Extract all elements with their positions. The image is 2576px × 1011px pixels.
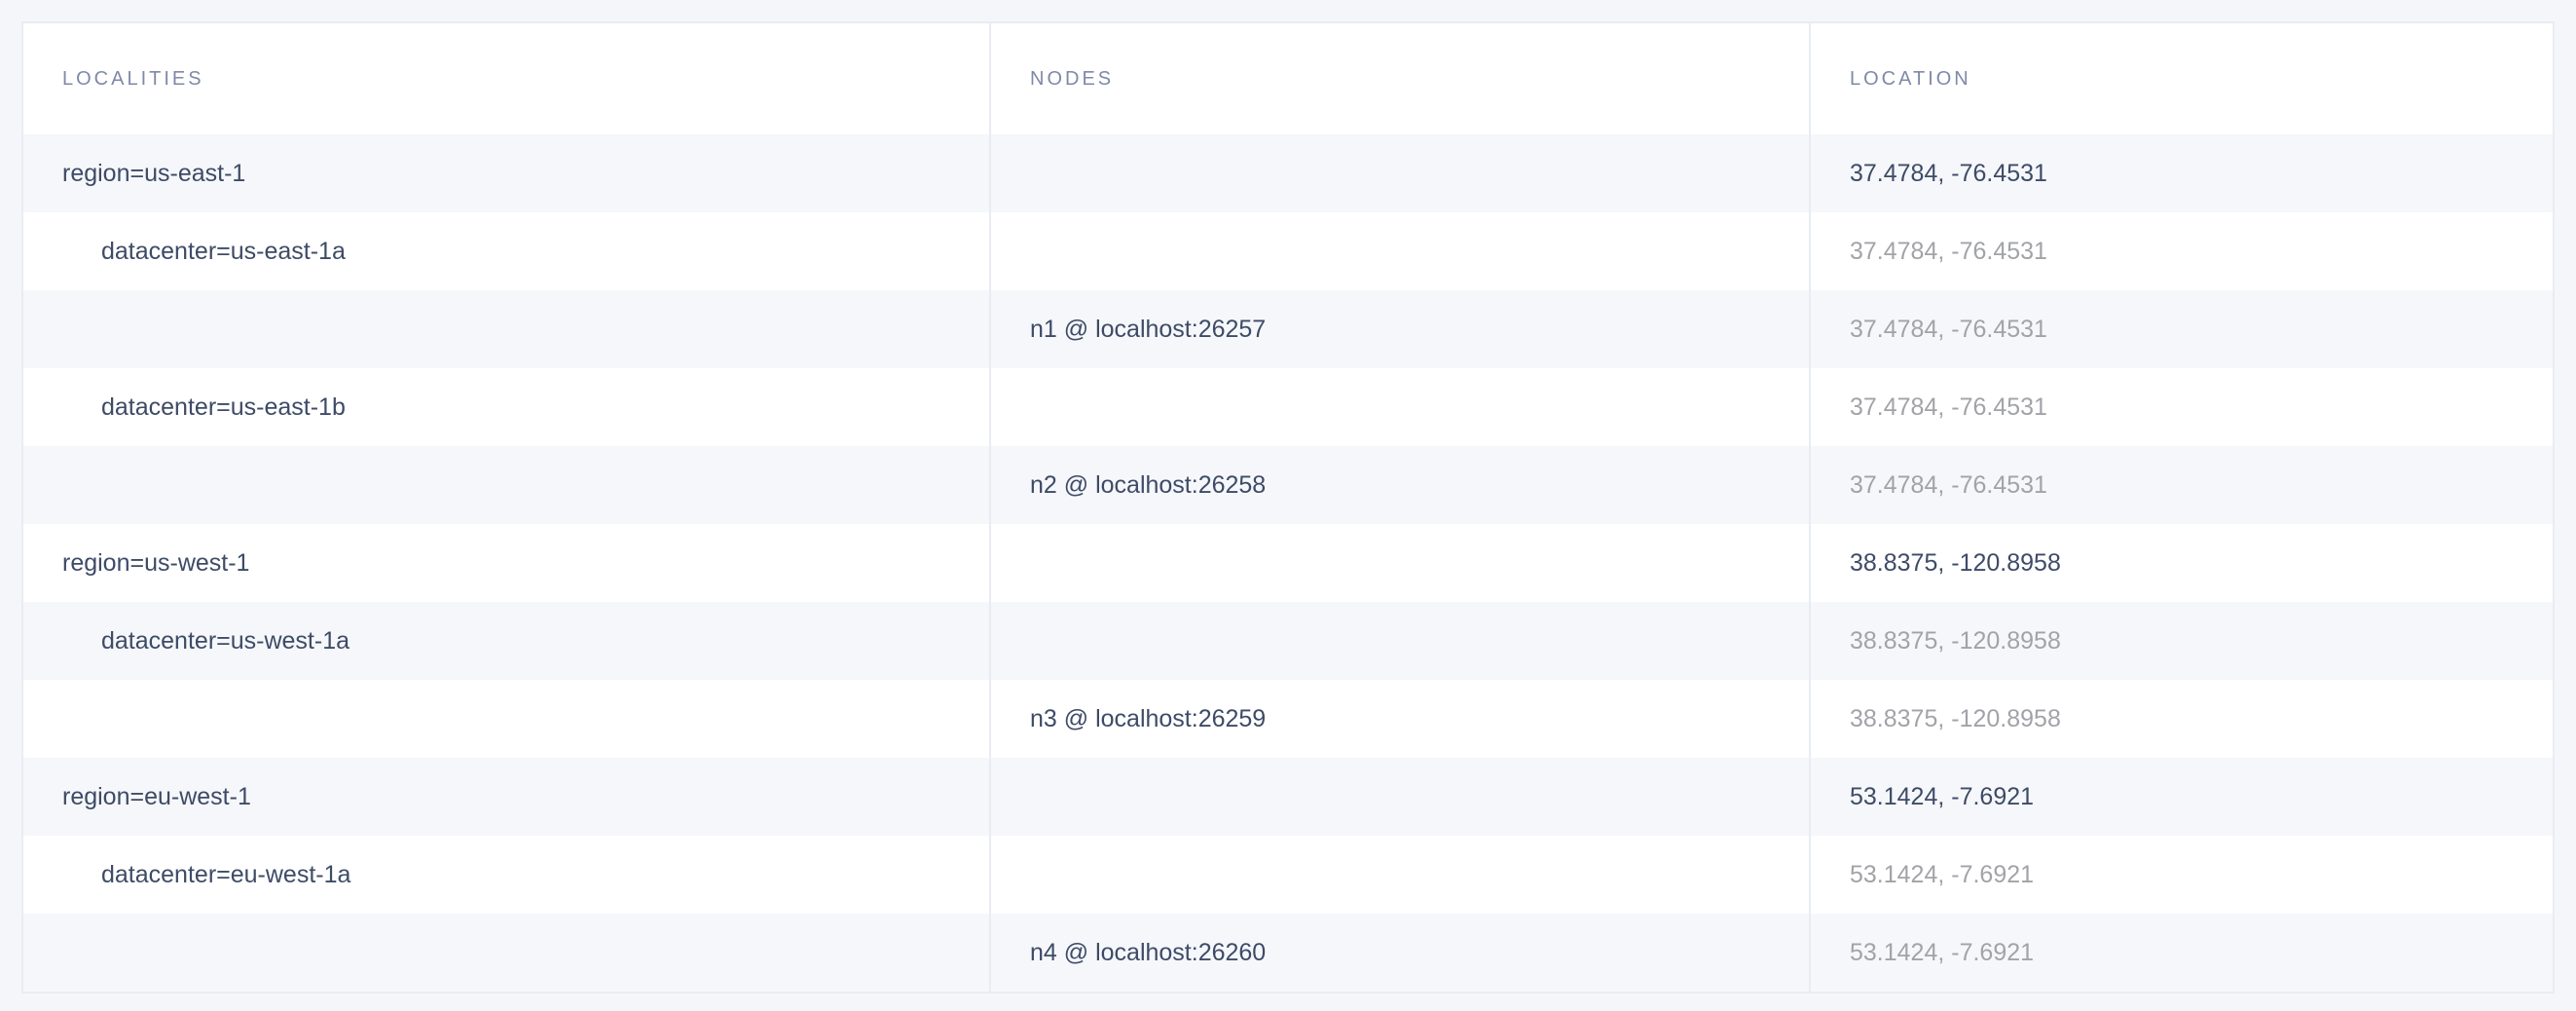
location-cell: 37.4784, -76.4531 [1850,237,2047,265]
table-row: n2 @ localhost:26258 37.4784, -76.4531 [23,446,2553,524]
locality-cell [23,914,991,992]
table-row: n1 @ localhost:26257 37.4784, -76.4531 [23,290,2553,368]
table-row: datacenter=eu-west-1a 53.1424, -7.6921 [23,836,2553,914]
locality-cell [23,680,991,758]
locality-cell [23,290,991,368]
header-nodes: NODES [991,23,1811,134]
location-cell: 37.4784, -76.4531 [1850,470,2047,499]
table-row: n4 @ localhost:26260 53.1424, -7.6921 [23,914,2553,992]
node-cell: n3 @ localhost:26259 [991,680,1811,758]
node-cell [991,524,1811,602]
table-row: datacenter=us-east-1b 37.4784, -76.4531 [23,368,2553,446]
table-body: region=us-east-1 37.4784, -76.4531 datacen… [23,134,2553,992]
location-cell: 53.1424, -7.6921 [1850,782,2035,810]
localities-table: LOCALITIES NODES LOCATION region=us-east… [21,21,2555,993]
node-cell: n2 @ localhost:26258 [991,446,1811,524]
locality-cell: region=us-west-1 [23,524,991,602]
table-row: region=eu-west-1 53.1424, -7.6921 [23,758,2553,836]
locality-cell: region=eu-west-1 [23,758,991,836]
node-cell [991,758,1811,836]
node-cell [991,134,1811,212]
locality-cell: region=us-east-1 [23,134,991,212]
location-cell: 53.1424, -7.6921 [1850,860,2035,888]
node-cell [991,368,1811,446]
table-row: datacenter=us-west-1a 38.8375, -120.8958 [23,602,2553,680]
location-cell: 38.8375, -120.8958 [1850,548,2061,577]
locality-cell: datacenter=us-west-1a [23,602,991,680]
table-row: datacenter=us-east-1a 37.4784, -76.4531 [23,212,2553,290]
location-cell: 37.4784, -76.4531 [1850,393,2047,421]
location-cell: 37.4784, -76.4531 [1850,159,2047,187]
location-cell: 37.4784, -76.4531 [1850,315,2047,343]
table-row: region=us-west-1 38.8375, -120.8958 [23,524,2553,602]
node-cell [991,602,1811,680]
table-header: LOCALITIES NODES LOCATION [23,23,2553,134]
node-cell: n1 @ localhost:26257 [991,290,1811,368]
node-cell: n4 @ localhost:26260 [991,914,1811,992]
node-cell [991,836,1811,914]
location-cell: 53.1424, -7.6921 [1850,938,2035,966]
locality-cell: datacenter=us-east-1a [23,212,991,290]
header-localities: LOCALITIES [23,23,991,134]
location-cell: 38.8375, -120.8958 [1850,704,2061,732]
table-row: region=us-east-1 37.4784, -76.4531 [23,134,2553,212]
locality-cell: datacenter=eu-west-1a [23,836,991,914]
locality-cell: datacenter=us-east-1b [23,368,991,446]
table-row: n3 @ localhost:26259 38.8375, -120.8958 [23,680,2553,758]
header-location: LOCATION [1850,67,1971,90]
locality-cell [23,446,991,524]
node-cell [991,212,1811,290]
location-cell: 38.8375, -120.8958 [1850,626,2061,655]
